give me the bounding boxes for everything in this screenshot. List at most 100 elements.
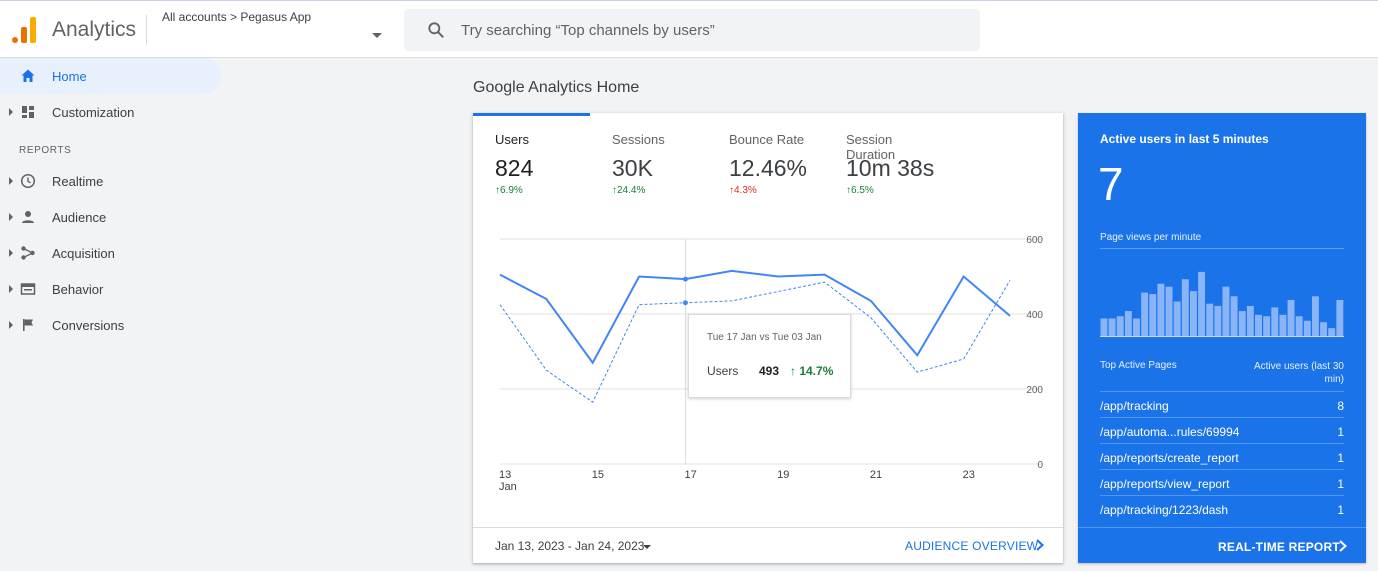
top-pages-heading: Top Active Pages [1100, 360, 1177, 371]
expand-arrow-icon[interactable] [9, 108, 13, 116]
sidebar-item-conversions[interactable]: Conversions [0, 307, 221, 343]
sidebar-item-label: Acquisition [52, 246, 115, 261]
page-view-bar [1116, 316, 1124, 337]
audience-overview-link[interactable]: AUDIENCE OVERVIEW [905, 539, 1039, 553]
sidebar: Home Customization REPORTS Realtime Audi… [0, 58, 460, 571]
tooltip-change: ↑ 14.7% [790, 364, 834, 378]
date-dropdown-icon[interactable] [643, 545, 651, 549]
realtime-report-link[interactable]: REAL-TIME REPORT [1218, 540, 1340, 554]
active-users-count: 7 [1098, 158, 1124, 210]
tooltip-value: 493 [759, 364, 780, 378]
x-tick-label: 21 [870, 469, 882, 481]
metric-tab-sessions[interactable]: Sessions 30K ↑24.4% [590, 113, 707, 213]
page-path: /app/automa...rules/69994 [1100, 425, 1240, 439]
page-view-bar [1141, 292, 1149, 337]
page-view-bar [1222, 286, 1230, 337]
metric-change: ↑6.5% [846, 185, 874, 196]
metric-tab-users[interactable]: Users 824 ↑6.9% [473, 113, 590, 213]
clock-icon [20, 173, 36, 189]
expand-arrow-icon[interactable] [9, 213, 13, 221]
dashboard-icon [22, 106, 34, 118]
active-page-row[interactable]: /app/tracking/1223/dash 1 [1100, 495, 1344, 521]
page-count: 1 [1337, 477, 1344, 491]
metric-value: 10m 38s [846, 155, 935, 181]
metric-label: Bounce Rate [729, 132, 805, 147]
active-page-row[interactable]: /app/tracking 8 [1100, 391, 1344, 417]
active-page-row[interactable]: /app/reports/view_report 1 [1100, 469, 1344, 495]
sidebar-item-realtime[interactable]: Realtime [0, 163, 221, 199]
page-view-bar [1255, 314, 1262, 337]
sidebar-item-customization[interactable]: Customization [0, 94, 221, 130]
page-view-bar [1328, 328, 1336, 337]
y-tick-label: 200 [1026, 385, 1043, 396]
x-tick-label: 23 [963, 469, 975, 481]
header-divider [146, 15, 147, 45]
page-view-bar [1206, 303, 1214, 337]
x-tick-label: 19 [777, 469, 789, 481]
page-count: 1 [1337, 451, 1344, 465]
sidebar-item-label: Audience [52, 210, 107, 225]
search-icon [428, 22, 444, 38]
active-users-heading: Active users (last 30 min) [1253, 361, 1344, 385]
metric-tab-session-duration[interactable]: Session Duration 10m 38s ↑6.5% [824, 113, 941, 213]
app-title[interactable]: Analytics [52, 18, 137, 41]
analytics-logo-icon[interactable] [12, 17, 36, 43]
person-icon [22, 211, 34, 223]
chevron-right-icon[interactable] [1034, 538, 1046, 552]
tooltip-title: Tue 17 Jan vs Tue 03 Jan [707, 332, 822, 343]
expand-arrow-icon[interactable] [9, 321, 13, 329]
active-page-row[interactable]: /app/automa...rules/69994 1 [1100, 417, 1344, 443]
sidebar-item-behavior[interactable]: Behavior [0, 271, 221, 307]
chart-tooltip: Tue 17 Jan vs Tue 03 Jan Users 493 ↑ 14.… [688, 314, 851, 398]
metric-tab-bounce-rate[interactable]: Bounce Rate 12.46% ↑4.3% [707, 113, 824, 213]
realtime-card: Active users in last 5 minutes 7 Page vi… [1078, 113, 1366, 563]
page-view-bar [1198, 271, 1206, 337]
active-page-row[interactable]: /app/reports/create_report 1 [1100, 443, 1344, 469]
metric-label: Users [495, 132, 529, 147]
sidebar-item-label: Conversions [52, 318, 125, 333]
audience-card: Users 824 ↑6.9% Sessions 30K ↑24.4% Boun… [473, 113, 1063, 563]
page-view-bar [1303, 320, 1311, 337]
expand-arrow-icon[interactable] [9, 249, 13, 257]
search-bar[interactable]: Try searching “Top channels by users” [404, 9, 980, 51]
x-tick-label: 13 [499, 469, 511, 481]
page-path: /app/reports/view_report [1100, 477, 1230, 491]
page-views-label: Page views per minute [1100, 232, 1202, 243]
property-dropdown-icon[interactable] [372, 33, 382, 38]
page-view-bar [1124, 311, 1132, 337]
y-tick-label: 600 [1026, 235, 1043, 246]
divider [1100, 248, 1344, 249]
breadcrumb[interactable]: All accounts > Pegasus App [162, 10, 312, 24]
page-path: /app/reports/create_report [1100, 451, 1239, 465]
page-view-bar [1149, 294, 1157, 337]
behavior-icon [20, 283, 36, 295]
page-view-bar [1165, 286, 1173, 337]
chevron-right-icon[interactable] [1337, 539, 1349, 553]
date-range-selector[interactable]: Jan 13, 2023 - Jan 24, 2023 [495, 539, 645, 553]
expand-arrow-icon[interactable] [9, 285, 13, 293]
page-view-bar [1263, 316, 1271, 337]
expand-arrow-icon[interactable] [9, 177, 13, 185]
page-view-bar [1238, 311, 1246, 337]
metric-value: 824 [495, 155, 534, 181]
page-view-bar [1214, 305, 1222, 337]
sidebar-item-home[interactable]: Home [0, 58, 221, 94]
x-tick-sublabel: Jan [499, 481, 517, 493]
realtime-footer: REAL-TIME REPORT [1078, 527, 1366, 563]
acquisition-icon [21, 246, 35, 260]
top-bar: Analytics All accounts > Pegasus App Try… [0, 0, 1378, 58]
sidebar-item-acquisition[interactable]: Acquisition [0, 235, 221, 271]
users-line-chart[interactable]: 600 400 200 0 13 15 17 19 21 23 Jan [473, 228, 1063, 498]
page-count: 1 [1337, 425, 1344, 439]
series-line [499, 269, 1011, 365]
page-view-bar [1181, 279, 1189, 337]
highlight-point [682, 276, 688, 282]
x-tick-label: 17 [684, 469, 696, 481]
search-input[interactable]: Try searching “Top channels by users” [461, 22, 715, 39]
sidebar-item-label: Home [52, 69, 87, 84]
sidebar-item-audience[interactable]: Audience [0, 199, 221, 235]
page-view-bar [1173, 301, 1181, 337]
metric-change: ↑4.3% [729, 185, 757, 196]
y-tick-label: 0 [1037, 460, 1043, 471]
highlight-point [682, 300, 688, 306]
